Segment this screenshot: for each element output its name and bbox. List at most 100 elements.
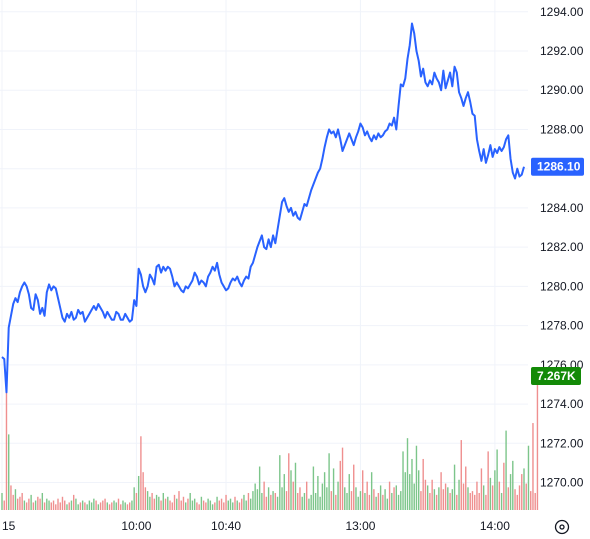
volume-bar bbox=[115, 502, 117, 510]
volume-bar bbox=[117, 498, 120, 510]
volume-bar bbox=[126, 504, 129, 510]
volume-bar bbox=[476, 481, 478, 510]
volume-bar bbox=[198, 504, 200, 510]
price-series bbox=[1, 22, 525, 394]
volume-bar bbox=[496, 449, 498, 510]
volume-bar bbox=[518, 485, 521, 510]
volume-bar bbox=[469, 492, 471, 510]
volume-bar bbox=[413, 483, 415, 510]
volume-bar bbox=[5, 373, 8, 510]
volume-bar bbox=[149, 496, 151, 510]
volume-bar bbox=[303, 492, 306, 510]
volume-bar bbox=[153, 498, 156, 510]
volume-bar bbox=[530, 491, 532, 510]
volume-bar bbox=[272, 491, 274, 510]
volume-bar bbox=[128, 502, 131, 510]
volume-bar bbox=[146, 491, 149, 510]
volume-bar bbox=[21, 492, 23, 510]
volume-bar bbox=[283, 474, 285, 510]
volume-bar bbox=[135, 492, 138, 510]
volume-bar bbox=[160, 500, 162, 510]
volume-bar bbox=[225, 494, 227, 510]
volume-bar bbox=[59, 502, 61, 510]
volume-bar bbox=[10, 485, 12, 510]
volume-bar bbox=[279, 455, 281, 510]
volume-bar bbox=[90, 502, 93, 510]
volume-bar bbox=[133, 487, 135, 510]
volume-bar bbox=[68, 502, 70, 510]
volume-bar bbox=[323, 472, 326, 510]
volume-bar bbox=[189, 492, 191, 510]
volume-bar bbox=[393, 487, 395, 510]
volume-bar bbox=[460, 440, 462, 510]
volume-badge bbox=[531, 367, 581, 385]
volume-bar bbox=[274, 492, 277, 510]
volume-bar bbox=[382, 494, 384, 510]
volume-bar bbox=[400, 491, 402, 510]
volume-bar bbox=[474, 494, 476, 510]
volume-bar bbox=[357, 496, 359, 510]
y-tick-label: 1272.00 bbox=[540, 436, 584, 450]
volume-bar bbox=[28, 498, 30, 510]
volume-bar bbox=[451, 489, 454, 510]
volume-bar bbox=[350, 491, 353, 510]
volume-bar bbox=[397, 494, 400, 510]
volume-bar bbox=[440, 472, 442, 510]
volume-bar bbox=[84, 502, 86, 510]
volume-bar bbox=[3, 500, 5, 510]
volume-bar bbox=[503, 462, 505, 510]
volume-bar bbox=[429, 492, 431, 510]
volume-bar bbox=[487, 451, 489, 510]
volume-bar bbox=[415, 445, 418, 510]
volume-bar bbox=[442, 489, 445, 510]
volume-bar bbox=[505, 430, 507, 510]
x-tick-label: 15 bbox=[2, 519, 16, 533]
volume-bar bbox=[95, 500, 97, 510]
last-price-badge bbox=[531, 157, 584, 176]
volume-bar bbox=[185, 502, 187, 510]
x-tick-label: 10:00 bbox=[121, 519, 151, 533]
volume-bar bbox=[167, 496, 169, 510]
volume-bar bbox=[158, 496, 160, 510]
volume-bar bbox=[155, 494, 158, 510]
volume-bar bbox=[99, 502, 102, 510]
volume-bar bbox=[202, 500, 205, 510]
volume-bar bbox=[292, 481, 294, 510]
volume-bar bbox=[261, 492, 263, 510]
volume-bar bbox=[377, 492, 380, 510]
volume-bar bbox=[229, 498, 232, 510]
badges: 1286.10 7.267K bbox=[531, 157, 584, 385]
x-tick-label: 14:00 bbox=[480, 519, 510, 533]
volume-bar bbox=[232, 502, 234, 510]
volume-bar bbox=[471, 491, 474, 510]
volume-bar bbox=[55, 504, 57, 510]
volume-bar bbox=[294, 462, 297, 510]
gear-icon[interactable] bbox=[554, 519, 570, 535]
time-axis[interactable]: 15 10:00 10:40 13:00 14:00 bbox=[2, 519, 510, 533]
x-tick-label: 13:00 bbox=[345, 519, 375, 533]
volume-bar bbox=[151, 492, 153, 510]
volume-bar bbox=[370, 472, 373, 510]
volume-bar bbox=[375, 496, 377, 510]
volume-bar bbox=[104, 498, 106, 510]
volume-bar bbox=[223, 502, 225, 510]
volume-bar bbox=[406, 438, 409, 510]
volume-bar bbox=[438, 487, 440, 510]
volume-bar bbox=[418, 470, 420, 510]
last-price-label: 1286.10 bbox=[537, 160, 581, 174]
volume-bar bbox=[16, 498, 19, 510]
volume-bar bbox=[384, 489, 386, 510]
volume-bar bbox=[187, 498, 189, 510]
volume-bar bbox=[162, 492, 165, 510]
y-tick-label: 1288.00 bbox=[540, 122, 584, 136]
price-axis[interactable]: 1294.001292.001290.001288.001286.001284.… bbox=[540, 5, 584, 490]
volume-bar bbox=[395, 485, 398, 510]
volume-bar bbox=[368, 494, 371, 510]
volume-bar bbox=[498, 481, 501, 510]
volume-bar bbox=[312, 466, 315, 510]
volume-bar bbox=[456, 494, 458, 510]
volume-bar bbox=[337, 481, 339, 510]
volume-bar bbox=[344, 487, 346, 510]
